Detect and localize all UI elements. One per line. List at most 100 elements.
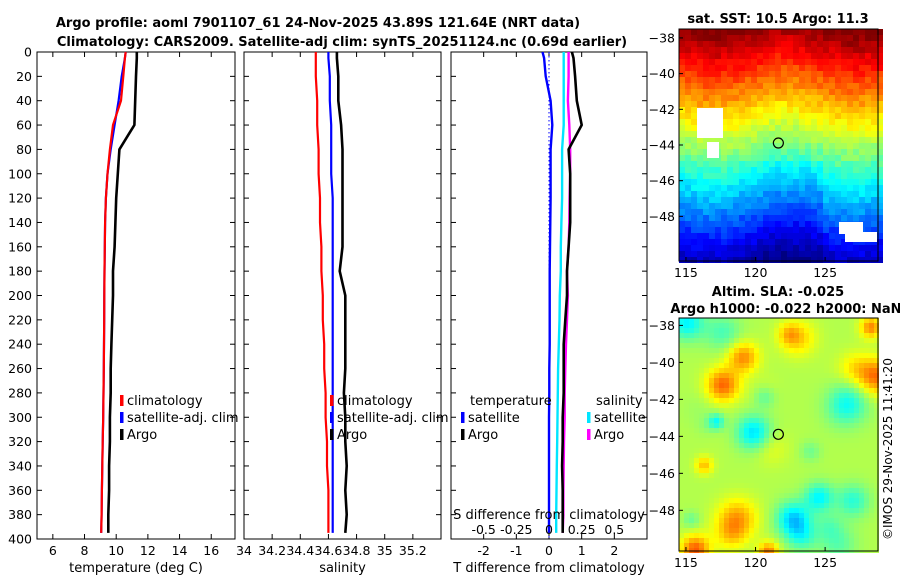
- sst-cell: [811, 233, 817, 239]
- sla-cell: [714, 423, 719, 428]
- sla-cell: [844, 418, 849, 423]
- sst-cell: [679, 83, 685, 89]
- sla-cell: [769, 333, 774, 338]
- sla-cell: [744, 443, 749, 448]
- sla-cell: [849, 333, 854, 338]
- sst-cell: [823, 29, 829, 35]
- sla-cell: [849, 433, 854, 438]
- sla-cell: [699, 363, 704, 368]
- sla-cell: [799, 518, 804, 523]
- sst-cell: [691, 179, 697, 185]
- sst-cell: [703, 245, 709, 251]
- sst-map-title: sat. SST: 10.5 Argo: 11.3: [687, 12, 868, 27]
- sst-cell: [691, 137, 697, 143]
- sla-cell: [844, 368, 849, 373]
- sst-cell: [823, 203, 829, 209]
- sla-cell: [739, 338, 744, 343]
- sla-cell: [769, 358, 774, 363]
- sst-cell: [733, 167, 739, 173]
- sst-cell: [757, 113, 763, 119]
- sla-cell: [829, 338, 834, 343]
- sst-cell: [727, 65, 733, 71]
- sst-cell: [817, 143, 823, 149]
- sst-cell: [811, 221, 817, 227]
- sla-cell: [799, 513, 804, 518]
- sst-cell: [841, 77, 847, 83]
- sla-cell: [704, 523, 709, 528]
- sla-cell: [814, 493, 819, 498]
- sst-cell: [823, 47, 829, 53]
- sla-cell: [834, 468, 839, 473]
- sla-cell: [684, 503, 689, 508]
- sst-cell: [817, 125, 823, 131]
- sla-cell: [804, 488, 809, 493]
- sst-cell: [715, 89, 721, 95]
- sst-cell: [739, 149, 745, 155]
- sst-cell: [793, 29, 799, 35]
- sla-cell: [699, 373, 704, 378]
- sla-cell: [824, 388, 829, 393]
- sla-cell: [789, 493, 794, 498]
- sst-cell: [859, 71, 865, 77]
- sla-cell: [829, 543, 834, 548]
- sst-cell: [769, 185, 775, 191]
- x-tick-label: 12: [140, 543, 156, 558]
- sla-cell: [699, 493, 704, 498]
- sla-cell: [769, 398, 774, 403]
- sla-cell: [719, 493, 724, 498]
- sla-cell: [854, 343, 859, 348]
- legend-swatch: [120, 395, 124, 406]
- sst-cell: [679, 149, 685, 155]
- sla-cell: [694, 398, 699, 403]
- sst-cell: [829, 233, 835, 239]
- sla-cell: [709, 403, 714, 408]
- sst-cell: [727, 251, 733, 257]
- sla-cell: [754, 468, 759, 473]
- sla-cell: [749, 508, 754, 513]
- sst-cell: [739, 71, 745, 77]
- sla-cell: [784, 443, 789, 448]
- sla-cell: [754, 538, 759, 543]
- sst-cell: [793, 119, 799, 125]
- sst-cell: [805, 131, 811, 137]
- sst-cell: [835, 41, 841, 47]
- sla-cell: [789, 398, 794, 403]
- sst-cell: [865, 137, 871, 143]
- sst-cell: [877, 107, 883, 113]
- sla-cell: [854, 493, 859, 498]
- sla-cell: [684, 483, 689, 488]
- sla-cell: [774, 323, 779, 328]
- sst-cell: [745, 191, 751, 197]
- sst-cell: [715, 185, 721, 191]
- sst-cell: [859, 35, 865, 41]
- sst-cell: [793, 221, 799, 227]
- sla-cell: [734, 348, 739, 353]
- sst-cell: [703, 41, 709, 47]
- sla-cell: [824, 393, 829, 398]
- sla-cell: [709, 423, 714, 428]
- sst-cell: [793, 227, 799, 233]
- sla-cell: [854, 463, 859, 468]
- sla-cell: [719, 378, 724, 383]
- sla-cell: [769, 403, 774, 408]
- sla-cell: [729, 488, 734, 493]
- sla-cell: [704, 518, 709, 523]
- sla-cell: [689, 538, 694, 543]
- sst-cell: [877, 179, 883, 185]
- sst-cell: [775, 77, 781, 83]
- sst-cell: [787, 125, 793, 131]
- sla-cell: [679, 338, 684, 343]
- sla-cell: [694, 498, 699, 503]
- sla-cell: [779, 463, 784, 468]
- sla-cell: [794, 378, 799, 383]
- sst-cell: [691, 203, 697, 209]
- sla-cell: [704, 338, 709, 343]
- sla-cell: [839, 338, 844, 343]
- sst-cell: [727, 59, 733, 65]
- sla-cell: [784, 448, 789, 453]
- sst-cell: [721, 137, 727, 143]
- sst-cell: [793, 179, 799, 185]
- sla-cell: [709, 398, 714, 403]
- sla-cell: [769, 328, 774, 333]
- sst-cell: [871, 107, 877, 113]
